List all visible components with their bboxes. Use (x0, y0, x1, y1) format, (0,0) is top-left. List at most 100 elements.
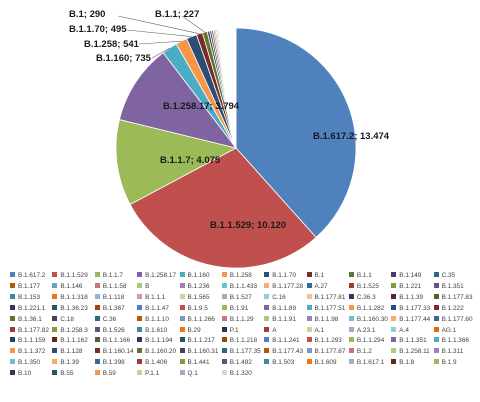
pie-plot-area: B.1.617.2; 13.474 B.1.1.529; 10.120 B.1.1.… (69, 9, 390, 269)
legend-item-A: A (264, 325, 276, 336)
legend-item-B.1.177.87: B.1.177.87 (306, 346, 346, 357)
legend-swatch (94, 282, 100, 288)
legend-item-A.23.1: A.23.1 (348, 325, 375, 336)
legend-swatch (433, 304, 439, 310)
legend-item-B.1.1.372: B.1.1.372 (10, 346, 45, 357)
legend-label: B.1.118 (102, 293, 125, 301)
legend-label: C.36.3 (356, 293, 376, 301)
legend-swatch (52, 315, 58, 321)
legend-label: B.1.617.2 (18, 272, 46, 279)
legend-label: B.1.160 (187, 272, 210, 279)
legend-swatch (137, 326, 143, 332)
legend-item-B.1.39: B.1.39 (52, 357, 79, 368)
legend-label: B.1.1.293 (314, 337, 342, 345)
legend-label: B.1.221 (399, 282, 422, 290)
leader-line-B.1.258 (138, 40, 182, 45)
legend-swatch (306, 282, 312, 288)
legend-swatch (348, 304, 354, 310)
legend-swatch (306, 359, 312, 365)
legend-label: B.1.9.5 (187, 304, 208, 312)
legend-swatch (94, 359, 100, 365)
legend-item-B.1.160: B.1.160 (179, 270, 210, 281)
pie-data-labels: B.1.617.2; 13.474 B.1.1.529; 10.120 B.1.1.… (69, 9, 390, 231)
legend-swatch (137, 304, 143, 310)
legend-swatch (179, 282, 185, 288)
data-label-B.1: B.1; 290 (69, 9, 105, 20)
legend-item-B.10: B.10 (10, 368, 31, 379)
pie-slices (115, 27, 357, 269)
legend-swatch (94, 293, 100, 299)
legend-item-Q.1: Q.1 (179, 368, 198, 379)
legend-item-C.36.3: C.36.3 (348, 292, 376, 303)
legend-swatch (179, 315, 185, 321)
legend-swatch (433, 293, 439, 299)
legend-label: B.1.177.44 (399, 315, 431, 323)
legend-item-B.1.258: B.1.258 (221, 270, 252, 281)
legend-swatch (94, 370, 100, 376)
legend-label: B.1.1.318 (60, 293, 88, 301)
legend-item-B.1.146: B.1.146 (52, 281, 82, 292)
legend-item-P.1.1: P.1.1 (137, 368, 159, 379)
legend-swatch (94, 272, 100, 277)
legend-swatch (10, 272, 15, 277)
legend-label: B.1.609 (314, 359, 337, 367)
legend-item-B.1.1.98: B.1.1.98 (306, 314, 339, 325)
legend-label: B.1.1.166 (102, 337, 131, 345)
legend-swatch (391, 272, 397, 277)
legend-label: B.1.311 (441, 348, 464, 356)
legend-swatch (391, 348, 397, 354)
legend-item-B.1.177.60: B.1.177.60 (433, 314, 473, 325)
legend-item-B.1.91: B.1.91 (221, 303, 248, 314)
legend-item-B.55: B.55 (52, 368, 74, 379)
legend-label: B.1.177.87 (314, 348, 346, 356)
legend-swatch (52, 348, 58, 354)
legend-swatch (221, 337, 227, 343)
legend-swatch (391, 337, 397, 343)
legend-label: B.1.153 (18, 293, 41, 301)
legend-item-B.1.1.194: B.1.1.194 (137, 335, 172, 346)
legend-label: AG.1 (441, 326, 457, 334)
legend-label: B.1.177.28 (272, 282, 304, 290)
legend-item-B.1.118: B.1.118 (94, 292, 125, 303)
legend-item-B.1.1.159: B.1.1.159 (10, 335, 45, 346)
data-label-B.1.1.70: B.1.1.70; 495 (69, 24, 127, 35)
leader-line-B.1.160 (151, 47, 170, 59)
legend-label: A.4 (399, 326, 409, 334)
legend-item-B.1.1.58: B.1.1.58 (94, 281, 127, 292)
legend-item-B.1.177.28: B.1.177.28 (264, 281, 303, 292)
legend-label: B.1.236 (187, 282, 210, 290)
pie-slice-B.1.258.17 (118, 52, 238, 149)
legend-swatch (306, 326, 312, 332)
legend-item-B.1.1: B.1.1 (348, 270, 372, 281)
legend-swatch (52, 370, 58, 376)
legend-item-B.1.258.3: B.1.258.3 (52, 325, 88, 336)
legend-swatch (306, 337, 312, 343)
data-label-B.1.1.7: B.1.1.7; 4.075 (160, 155, 221, 166)
legend-label: B.1.1.89 (272, 304, 296, 312)
legend-label: B.1.1.98 (314, 315, 339, 323)
legend-label: B.1.482 (229, 359, 252, 367)
legend-swatch (348, 293, 354, 299)
legend-item-B.1.367: B.1.367 (94, 303, 125, 314)
legend-item-B.1.1.70: B.1.1.70 (264, 270, 296, 281)
legend-label: B.1.258.11 (399, 348, 430, 356)
legend-item-B.1.2: B.1.2 (348, 346, 372, 357)
legend-swatch (264, 326, 270, 332)
legend-item-B.1.128: B.1.128 (52, 346, 82, 357)
legend-label: B.1.146 (60, 282, 83, 290)
legend-item-B.1.36.23: B.1.36.23 (52, 303, 88, 314)
legend-swatch (10, 359, 15, 365)
legend-swatch (179, 348, 185, 354)
legend-label: B.1.258.17 (145, 272, 177, 279)
legend-swatch (94, 315, 100, 321)
legend-label: B.1.320 (229, 370, 252, 378)
legend-item-B.1.1.1: B.1.1.1 (137, 292, 165, 303)
legend-swatch (264, 359, 270, 365)
legend-swatch (433, 272, 439, 277)
legend-item-B.1.398: B.1.398 (94, 357, 125, 368)
legend-label: B.1.1 (356, 272, 372, 279)
leader-line-B.1.1 (181, 15, 205, 33)
legend-swatch (94, 337, 100, 343)
legend-label: B (145, 282, 150, 290)
legend-label: B.1 (314, 272, 325, 279)
